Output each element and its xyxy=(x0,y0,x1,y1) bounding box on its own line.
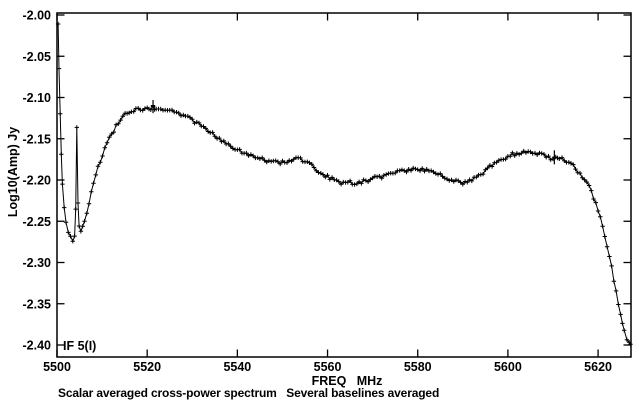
x-axis-title: FREQ MHz xyxy=(312,374,383,388)
x-tick-label: 5560 xyxy=(314,360,342,374)
y-tick-label: -2.25 xyxy=(23,215,52,229)
y-tick-label: -2.05 xyxy=(23,50,52,64)
x-tick-label: 5620 xyxy=(584,360,612,374)
y-tick-label: -2.40 xyxy=(23,339,52,353)
y-tick-label: -2.15 xyxy=(23,132,52,146)
y-axis-ticks xyxy=(57,14,631,346)
y-tick-label: -2.35 xyxy=(23,297,52,311)
plot-frame xyxy=(56,12,632,358)
x-tick-label: 5520 xyxy=(133,360,161,374)
caption: Scalar averaged cross-power spectrum Sev… xyxy=(58,386,439,400)
x-axis-ticks xyxy=(56,13,599,357)
spectrum-markers xyxy=(55,21,633,347)
error-bars xyxy=(150,99,557,165)
x-tick-label: 5600 xyxy=(494,360,522,374)
plot-generated-layer: 5500 5520 5540 5560 5580 5600 5620 -2.00 -2.05 -2… xyxy=(23,9,633,374)
y-tick-label: -2.20 xyxy=(23,174,52,188)
y-axis-title: Log10(Amp) Jy xyxy=(6,127,20,217)
y-tick-label: -2.30 xyxy=(23,256,52,270)
x-tick-label: 5500 xyxy=(43,360,71,374)
x-tick-label: 5580 xyxy=(404,360,432,374)
y-tick-label: -2.00 xyxy=(23,9,52,23)
y-tick-label: -2.10 xyxy=(23,91,52,105)
if-label: IF 5(I) xyxy=(63,339,96,353)
x-tick-label: 5540 xyxy=(223,360,251,374)
spectrum-line xyxy=(57,23,631,345)
